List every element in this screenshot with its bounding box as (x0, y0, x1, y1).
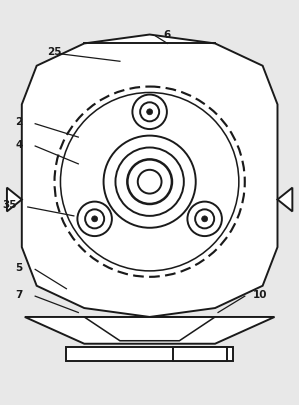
Circle shape (195, 209, 214, 228)
Text: 10: 10 (252, 290, 267, 300)
Text: 2: 2 (15, 117, 22, 127)
Bar (173, 347, 227, 361)
Polygon shape (25, 317, 274, 344)
Circle shape (138, 170, 161, 194)
Polygon shape (7, 188, 22, 211)
Circle shape (115, 147, 184, 216)
Text: 35: 35 (3, 200, 17, 211)
Circle shape (202, 216, 208, 222)
Circle shape (187, 202, 222, 236)
Text: 25: 25 (47, 47, 62, 58)
Text: 4: 4 (15, 140, 22, 149)
Text: 7: 7 (15, 290, 22, 300)
Polygon shape (277, 188, 292, 211)
Circle shape (132, 95, 167, 129)
Circle shape (140, 102, 159, 122)
Circle shape (60, 92, 239, 271)
Circle shape (92, 216, 97, 222)
Circle shape (147, 109, 152, 115)
Text: 6: 6 (164, 30, 171, 40)
Polygon shape (22, 34, 277, 317)
Text: 5: 5 (15, 263, 22, 273)
Circle shape (77, 202, 112, 236)
Bar (66, 347, 233, 361)
Circle shape (85, 209, 104, 228)
Circle shape (103, 136, 196, 228)
Circle shape (127, 160, 172, 204)
